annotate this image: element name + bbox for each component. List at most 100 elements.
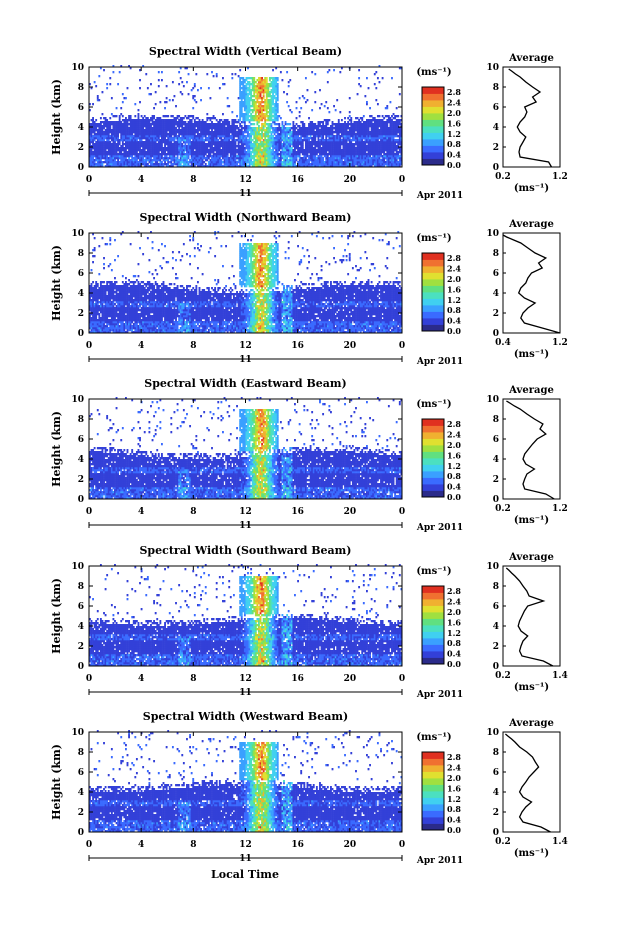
heatmap-cell xyxy=(382,119,384,121)
heatmap-cell xyxy=(314,137,316,139)
heatmap-cell xyxy=(195,101,197,103)
heatmap-cell xyxy=(277,105,279,107)
heatmap-cell xyxy=(379,81,381,83)
heatmap-cell xyxy=(175,127,177,129)
heatmap-cell xyxy=(217,139,219,141)
heatmap xyxy=(89,65,402,167)
heatmap-cell xyxy=(278,149,280,151)
heatmap-cell xyxy=(194,127,196,129)
heatmap-cell xyxy=(134,115,136,117)
heatmap-cell xyxy=(281,121,283,123)
heatmap-cell xyxy=(327,123,329,125)
heatmap-cell xyxy=(314,147,316,149)
heatmap-cell xyxy=(95,119,97,121)
heatmap-cell xyxy=(332,133,334,135)
heatmap-cell xyxy=(202,119,204,121)
heatmap-cell xyxy=(246,79,248,81)
heatmap-cell xyxy=(319,123,321,125)
heatmap-cell xyxy=(94,121,96,123)
heatmap-cell xyxy=(360,85,362,87)
heatmap-cell xyxy=(341,119,343,121)
heatmap-cell xyxy=(303,97,305,99)
heatmap-cell xyxy=(227,97,229,99)
heatmap-cell xyxy=(92,157,94,159)
heatmap-cell xyxy=(271,125,273,127)
heatmap-cell xyxy=(258,131,260,133)
heatmap-cell xyxy=(308,139,310,141)
heatmap-cell xyxy=(109,141,111,143)
heatmap-cell xyxy=(325,137,327,139)
heatmap-cell xyxy=(170,141,172,143)
heatmap-cell xyxy=(191,119,193,121)
heatmap-cell xyxy=(357,93,359,95)
heatmap-cell xyxy=(308,117,310,119)
heatmap-cell xyxy=(228,121,230,123)
heatmap-cell xyxy=(303,123,305,125)
heatmap-cell xyxy=(194,133,196,135)
heatmap-cell xyxy=(296,101,298,103)
heatmap-cell xyxy=(122,93,124,95)
heatmap-cell xyxy=(112,71,114,73)
heatmap-cell xyxy=(159,117,161,119)
heatmap-cell xyxy=(277,83,279,85)
heatmap-cell xyxy=(296,107,298,109)
heatmap-cell xyxy=(361,117,363,119)
heatmap-cell xyxy=(181,81,183,83)
heatmap-cell xyxy=(192,87,194,89)
heatmap-cell xyxy=(150,125,152,127)
heatmap-cell xyxy=(120,107,122,109)
heatmap-cell xyxy=(244,121,246,123)
heatmap-cell xyxy=(186,81,188,83)
heatmap-cell xyxy=(302,145,304,147)
heatmap-cell xyxy=(141,139,143,141)
heatmap-cell xyxy=(382,77,384,79)
heatmap-cell xyxy=(167,163,169,165)
heatmap-cell xyxy=(317,127,319,129)
heatmap-cell xyxy=(277,95,279,97)
heatmap-cell xyxy=(350,119,352,121)
heatmap-cell xyxy=(261,137,263,139)
heatmap-cell xyxy=(100,159,102,161)
heatmap-cell xyxy=(183,85,185,87)
heatmap-cell xyxy=(136,139,138,141)
heatmap-cell xyxy=(396,159,398,161)
heatmap-cell xyxy=(100,117,102,119)
heatmap-cell xyxy=(246,91,248,93)
heatmap-cell xyxy=(283,91,285,93)
heatmap-cell xyxy=(219,157,221,159)
heatmap-cell xyxy=(181,93,183,95)
heatmap-cell xyxy=(200,87,202,89)
heatmap-cell xyxy=(347,121,349,123)
heatmap-cell xyxy=(141,115,143,117)
heatmap-cell xyxy=(94,131,96,133)
heatmap-cell xyxy=(299,125,301,127)
heatmap-cell xyxy=(164,137,166,139)
heatmap-cell xyxy=(220,137,222,139)
heatmap-cell xyxy=(249,85,251,87)
heatmap-cell xyxy=(219,87,221,89)
heatmap-cell xyxy=(222,77,224,79)
heatmap-cell xyxy=(349,97,351,99)
heatmap-cell xyxy=(213,115,215,117)
heatmap-cell xyxy=(148,121,150,123)
heatmap-cell xyxy=(375,87,377,89)
heatmap-cell xyxy=(327,121,329,123)
heatmap-cell xyxy=(333,69,335,71)
heatmap-cell xyxy=(347,125,349,127)
heatmap-cell xyxy=(159,159,161,161)
heatmap-cell xyxy=(228,139,230,141)
heatmap-cell xyxy=(289,109,291,111)
heatmap-cell xyxy=(286,101,288,103)
heatmap-cell xyxy=(235,159,237,161)
heatmap-cell xyxy=(219,121,221,123)
heatmap-cell xyxy=(120,151,122,153)
heatmap-cell xyxy=(166,131,168,133)
heatmap-cell xyxy=(328,69,330,71)
heatmap-cell xyxy=(138,113,140,115)
heatmap-cell xyxy=(92,141,94,143)
heatmap-cell xyxy=(106,87,108,89)
heatmap-cell xyxy=(255,81,257,83)
heatmap-cell xyxy=(109,83,111,85)
heatmap-cell xyxy=(271,117,273,119)
heatmap-cell xyxy=(382,115,384,117)
